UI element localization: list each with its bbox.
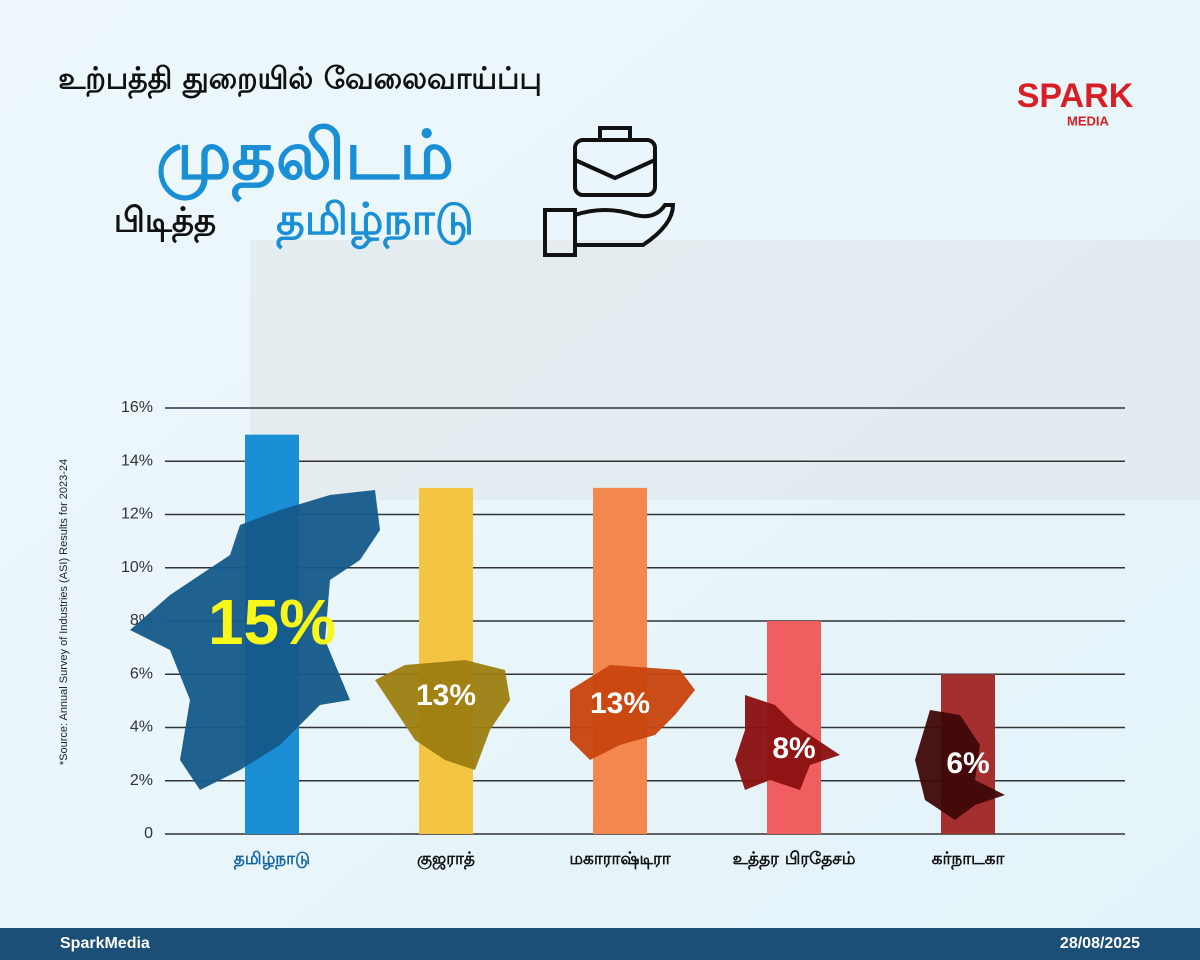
logo-sub: MEDIA xyxy=(1067,113,1110,128)
value-label: 13% xyxy=(416,679,476,712)
x-tick-label: கர்நாடகா xyxy=(932,849,1006,869)
footer-date: 28/08/2025 xyxy=(1060,935,1140,952)
y-tick-label: 0 xyxy=(144,825,153,842)
title-line2: முதலிடம் xyxy=(156,117,454,203)
y-tick-label: 10% xyxy=(121,559,153,576)
y-tick-label: 2% xyxy=(130,772,153,789)
y-tick-label: 14% xyxy=(121,452,153,469)
value-label: 13% xyxy=(590,687,650,720)
logo-brand: SPARK xyxy=(1017,77,1134,115)
value-label: 15% xyxy=(208,586,336,658)
title-line3a: பிடித்த xyxy=(114,201,216,244)
y-tick-label: 4% xyxy=(130,719,153,736)
title-line1: உற்பத்தி துறையில் வேலைவாய்ப்பு xyxy=(58,62,542,100)
y-tick-label: 16% xyxy=(121,399,153,416)
job-icon xyxy=(543,126,676,257)
photo-area xyxy=(250,240,1200,500)
footer-brand: SparkMedia xyxy=(60,935,150,952)
y-tick-label: 12% xyxy=(121,506,153,523)
state-maps xyxy=(130,490,1005,820)
x-tick-label: தமிழ்நாடு xyxy=(234,849,310,869)
bar xyxy=(593,487,647,834)
x-tick-label: குஜராத் xyxy=(417,849,475,871)
x-tick-label: உத்தர பிரதேசம் xyxy=(733,849,856,869)
value-label: 8% xyxy=(772,732,815,765)
x-tick-label: மகாராஷ்டிரா xyxy=(569,849,671,869)
y-tick-label: 6% xyxy=(130,665,153,682)
chart: 0 2% 4% 6% 8% 10% 12% 14% 16% *Source: Annual Sur… xyxy=(58,399,1125,871)
value-label: 6% xyxy=(946,747,989,780)
source-note: *Source: Annual Survey of Industries (AS… xyxy=(58,459,70,765)
title-line3b: தமிழ்நாடு xyxy=(276,194,474,250)
footer-bar xyxy=(0,928,1200,960)
